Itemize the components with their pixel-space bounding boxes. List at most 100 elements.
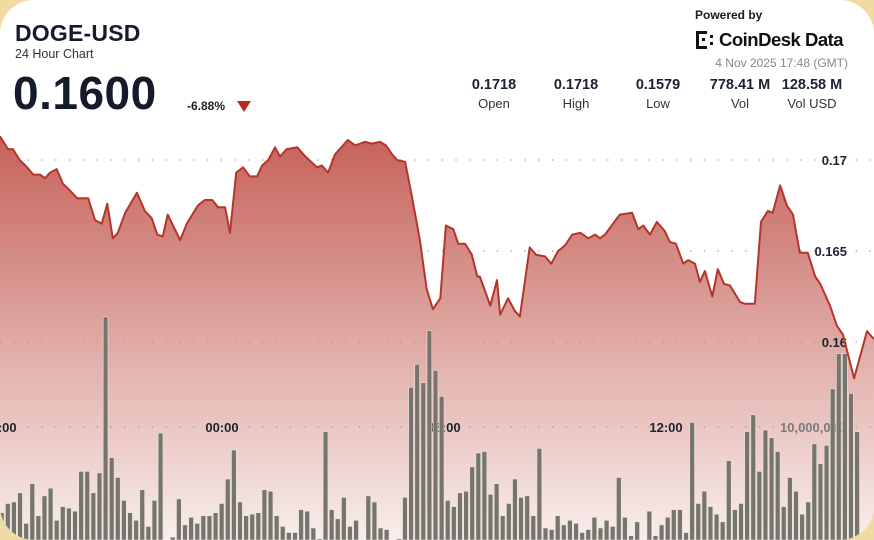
price-axis-label: 0.165 [814, 244, 847, 259]
volume-bar [530, 515, 536, 540]
volume-bar [677, 509, 683, 540]
volume-bar [353, 520, 359, 540]
volume-bar [90, 492, 97, 540]
volume-bar [475, 452, 481, 540]
volume-bar [432, 370, 439, 540]
symbol-title: DOGE-USD [15, 20, 141, 46]
stat-vol-usd-value: 128.58 M [781, 77, 843, 93]
volume-bar [5, 503, 11, 540]
volume-bar [707, 506, 714, 540]
volume-bar [402, 497, 408, 540]
volume-bar [41, 495, 48, 540]
price-change-percent: -6.88% [187, 99, 226, 113]
volume-bar [658, 524, 665, 540]
volume-bar [292, 532, 298, 540]
volume-bar [579, 532, 585, 540]
volume-bar [377, 527, 384, 540]
volume-bar [762, 429, 769, 540]
volume-bar [261, 489, 268, 540]
volume-bar [854, 431, 860, 540]
price-area-fill [0, 136, 874, 540]
volume-bar [493, 483, 500, 540]
volume-bar [817, 463, 824, 540]
price-axis-label: 0.16 [822, 335, 847, 350]
volume-bar [548, 529, 555, 540]
volume-bar [0, 512, 5, 540]
volume-bar [726, 460, 732, 540]
stat-vol-label: Vol [730, 96, 750, 111]
stat-low-label: Low [646, 96, 670, 111]
stat-open: 0.1718 Open [449, 77, 539, 111]
volume-bar [463, 490, 469, 540]
volume-bar [127, 512, 133, 540]
volume-bar [542, 527, 549, 540]
volume-bar [481, 451, 488, 540]
time-axis-label: 12:00 [649, 420, 682, 435]
volume-bar [738, 503, 744, 540]
stat-high: 0.1718 High [531, 77, 621, 111]
volume-bar [365, 495, 371, 540]
volume-bar [671, 509, 677, 540]
volume-bar [823, 445, 830, 540]
volume-bar [750, 414, 756, 540]
down-arrow-icon [237, 101, 251, 112]
volume-bar [17, 492, 23, 540]
volume-bar [836, 353, 842, 540]
volume-bar [536, 448, 543, 540]
volume-bar [72, 510, 78, 540]
stat-vol-usd: 128.58 M Vol USD [767, 77, 857, 111]
volume-bar [335, 518, 341, 540]
volume-bar [445, 500, 451, 540]
volume-bar [713, 513, 720, 540]
time-axis-label: 18:00 [0, 420, 17, 435]
volume-axis-label: 10,000,000 [780, 420, 845, 435]
volume-bar [774, 451, 781, 540]
volume-bar [420, 382, 426, 540]
volume-bar [451, 506, 457, 540]
volume-bar [78, 471, 84, 540]
volume-bar [267, 490, 274, 540]
volume-bar [322, 431, 329, 540]
stat-vol-value: 778.41 M [709, 77, 771, 93]
volume-bar [573, 523, 579, 540]
volume-bar [108, 457, 115, 540]
stat-low: 0.1579 Low [613, 77, 703, 111]
volume-bar [829, 388, 836, 540]
volume-bar [396, 538, 402, 540]
volume-bar [457, 492, 463, 540]
volume-bar [115, 477, 121, 540]
volume-bar [66, 507, 72, 540]
stat-open-value: 0.1718 [471, 77, 517, 93]
volume-bar [652, 535, 659, 540]
volume-bar [102, 316, 109, 540]
volume-bar [683, 532, 689, 540]
price-axis-label: 0.17 [822, 153, 847, 168]
volume-bar [212, 512, 219, 540]
powered-by-label: Powered by [695, 8, 763, 22]
volume-bar [182, 524, 188, 540]
volume-bar [408, 386, 414, 540]
volume-bar [237, 501, 243, 540]
volume-bar [328, 509, 335, 540]
volume-bar [689, 422, 695, 540]
volume-bar [280, 526, 286, 540]
volume-bar [646, 510, 653, 540]
volume-bar [732, 509, 738, 540]
volume-bar [555, 515, 561, 540]
volume-bar [848, 393, 854, 540]
logo-text: CoinDesk Data [719, 29, 844, 50]
volume-bar [622, 516, 628, 540]
volume-bar [438, 396, 445, 540]
volume-bar [35, 515, 42, 540]
price-line [0, 135, 874, 380]
volume-bar [371, 501, 378, 540]
volume-bar [96, 472, 103, 540]
volume-bar [756, 471, 763, 540]
stat-low-value: 0.1579 [635, 77, 681, 93]
volume-bar [273, 515, 280, 540]
volume-bar [469, 466, 475, 540]
volume-bar [304, 510, 310, 540]
stat-vol: 778.41 M Vol [695, 77, 785, 111]
volume-bar [609, 526, 616, 540]
